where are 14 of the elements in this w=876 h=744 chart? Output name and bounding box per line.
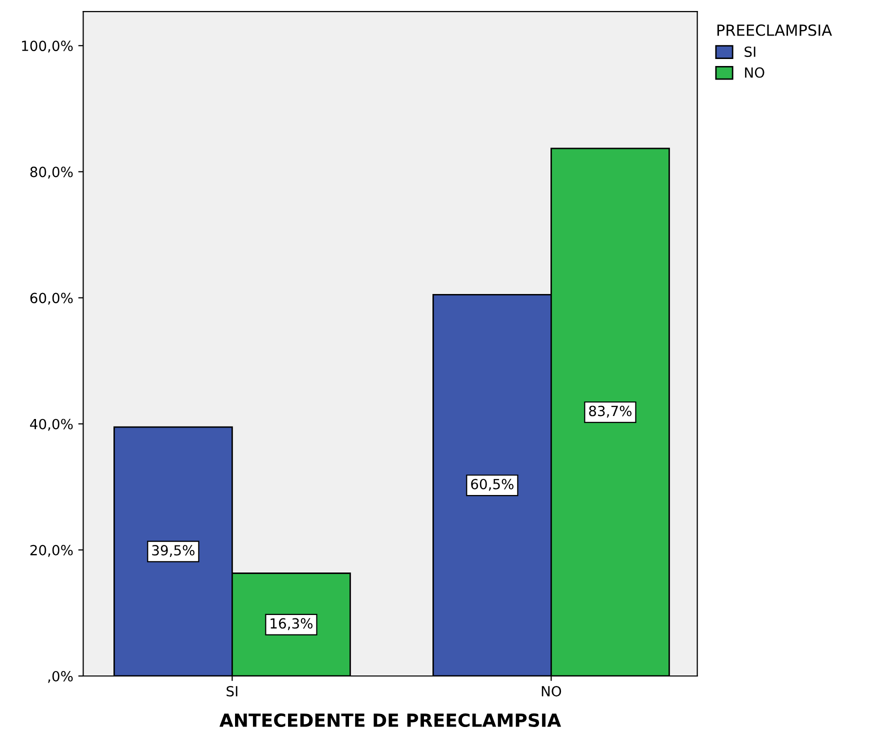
y-tick-label: 100,0% xyxy=(22,40,73,53)
y-tick-label: 20,0% xyxy=(30,544,73,557)
legend-title: PREECLAMPSIA xyxy=(717,24,832,36)
data-label: 83,7% xyxy=(589,406,632,418)
y-tick-label: 60,0% xyxy=(30,292,73,305)
legend-label: NO xyxy=(745,67,764,78)
data-label: 16,3% xyxy=(270,618,313,630)
y-tick-label: ,0% xyxy=(48,670,73,683)
y-tick-label: 80,0% xyxy=(30,166,73,179)
x-axis-title: ANTECEDENTE DE PREECLAMPSIA xyxy=(219,713,562,728)
legend-label: SI xyxy=(744,46,756,58)
data-label: 60,5% xyxy=(471,478,514,491)
data-label: 39,5% xyxy=(152,545,194,557)
y-tick-label: 40,0% xyxy=(30,418,73,431)
